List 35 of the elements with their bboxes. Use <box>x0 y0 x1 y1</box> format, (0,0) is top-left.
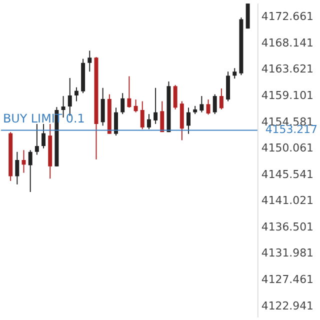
candlestick <box>127 76 132 108</box>
candlestick <box>160 100 164 133</box>
y-tick-label: 4163.621 <box>261 62 314 76</box>
candlestick <box>74 86 78 102</box>
y-tick-label: 4172.661 <box>261 10 314 24</box>
candlestick <box>42 123 46 149</box>
candlestick <box>88 50 92 72</box>
candlestick <box>232 68 237 80</box>
candlestick <box>200 96 204 113</box>
candlestick <box>154 87 158 124</box>
candlestick <box>120 92 125 115</box>
y-tick-label: 4122.941 <box>261 299 314 312</box>
candlestick <box>212 94 217 115</box>
candlestick <box>226 71 230 102</box>
y-tick-label: 4145.541 <box>261 168 314 181</box>
y-tick-label: 4168.141 <box>261 36 314 50</box>
y-tick-label: 4131.981 <box>261 246 314 260</box>
candlestick <box>140 100 144 130</box>
candlestick <box>219 88 224 110</box>
candlestick <box>114 107 118 136</box>
candlestick <box>28 150 32 192</box>
candlestick <box>134 99 138 113</box>
y-tick-label: 4150.061 <box>261 142 314 155</box>
candlestick <box>146 114 151 130</box>
candlestick <box>34 123 39 156</box>
y-tick-label: 4136.501 <box>261 220 314 234</box>
candlestick <box>173 84 178 110</box>
candlestick <box>100 87 105 126</box>
y-tick-label: 4159.101 <box>261 89 314 102</box>
y-tick-label: 4127.461 <box>261 273 314 286</box>
candlestick <box>186 107 190 134</box>
candlestick <box>15 151 20 185</box>
candlestick <box>61 96 66 118</box>
y-tick-label: 4141.021 <box>261 194 314 208</box>
candlestick <box>206 99 210 116</box>
